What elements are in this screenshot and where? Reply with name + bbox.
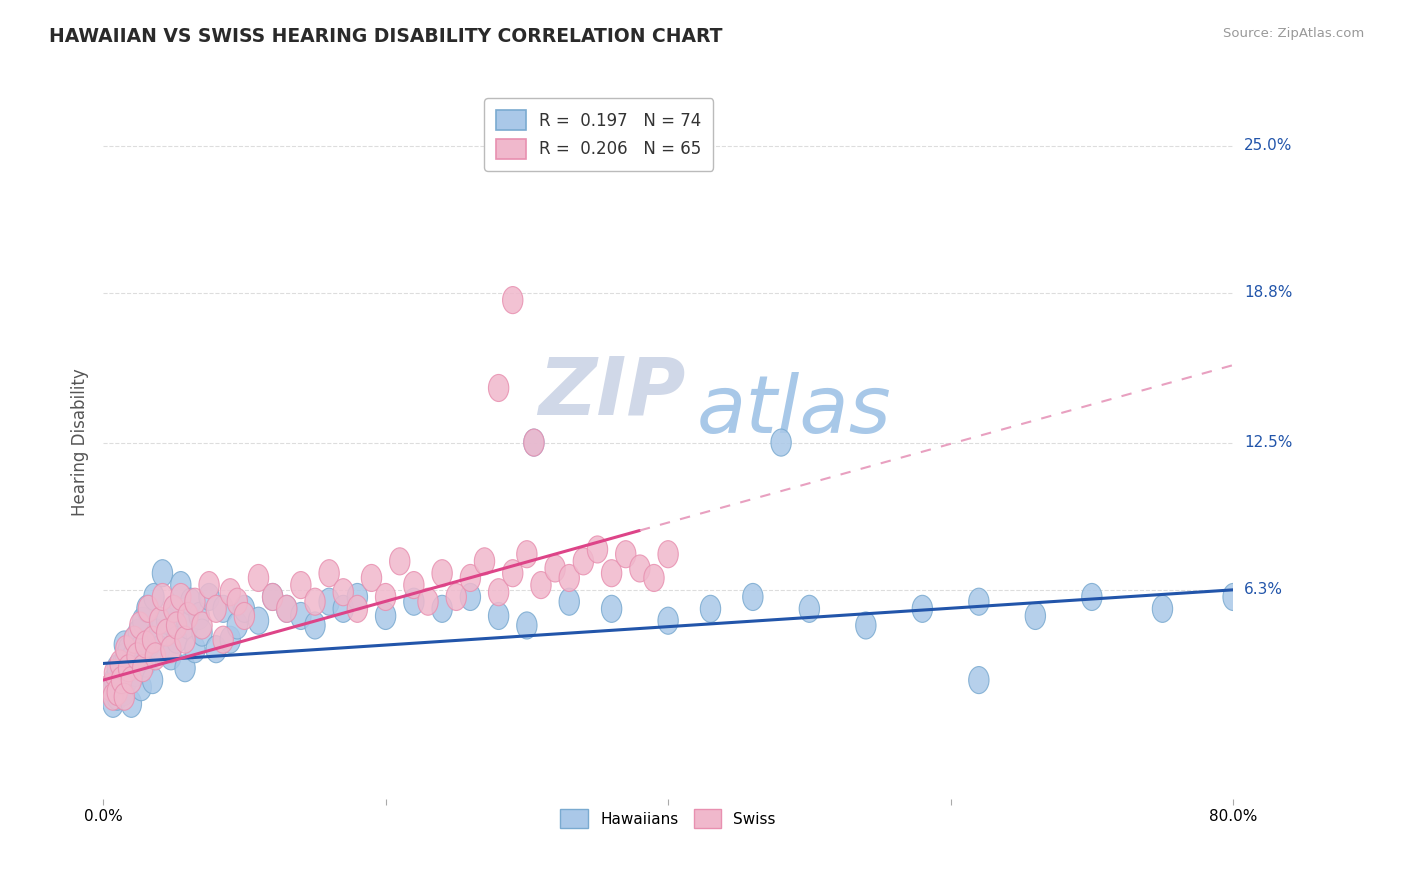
Text: 18.8%: 18.8% <box>1244 285 1292 301</box>
Text: 12.5%: 12.5% <box>1244 435 1292 450</box>
Text: HAWAIIAN VS SWISS HEARING DISABILITY CORRELATION CHART: HAWAIIAN VS SWISS HEARING DISABILITY COR… <box>49 27 723 45</box>
Text: 6.3%: 6.3% <box>1244 582 1284 598</box>
Text: atlas: atlas <box>696 372 891 450</box>
Y-axis label: Hearing Disability: Hearing Disability <box>72 368 89 516</box>
Legend: Hawaiians, Swiss: Hawaiians, Swiss <box>554 803 782 834</box>
Text: Source: ZipAtlas.com: Source: ZipAtlas.com <box>1223 27 1364 40</box>
Text: 25.0%: 25.0% <box>1244 138 1292 153</box>
Text: ZIP: ZIP <box>538 354 686 432</box>
